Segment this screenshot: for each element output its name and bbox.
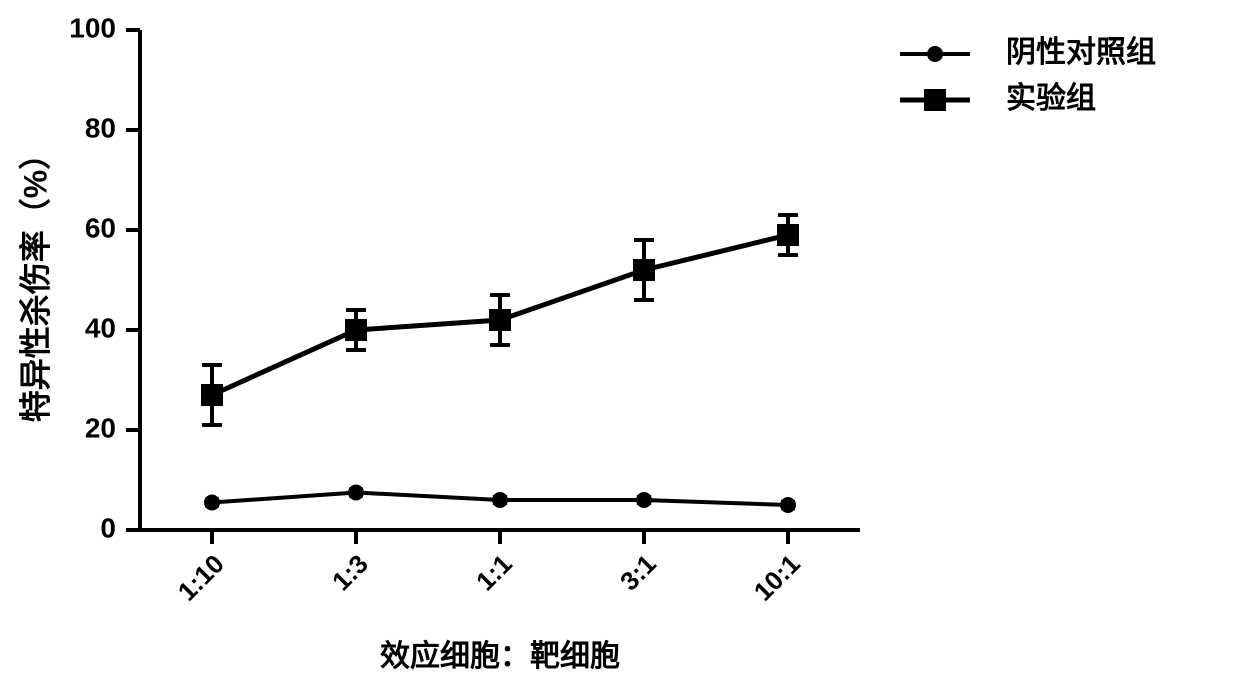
svg-text:80: 80: [85, 112, 116, 143]
svg-text:20: 20: [85, 412, 116, 443]
chart-container: 0204060801001:101:31:13:110:1特异性杀伤率（%）效应…: [0, 0, 1240, 677]
x-axis-title: 效应细胞：靶细胞: [380, 639, 620, 673]
line-chart: 0204060801001:101:31:13:110:1特异性杀伤率（%）效应…: [0, 0, 1240, 677]
legend-label: 实验组: [1006, 81, 1096, 115]
svg-text:100: 100: [69, 12, 116, 43]
svg-text:0: 0: [100, 512, 116, 543]
y-axis-title: 特异性杀伤率（%）: [17, 138, 53, 422]
svg-text:60: 60: [85, 212, 116, 243]
svg-text:40: 40: [85, 312, 116, 343]
legend-label: 阴性对照组: [1006, 35, 1156, 69]
